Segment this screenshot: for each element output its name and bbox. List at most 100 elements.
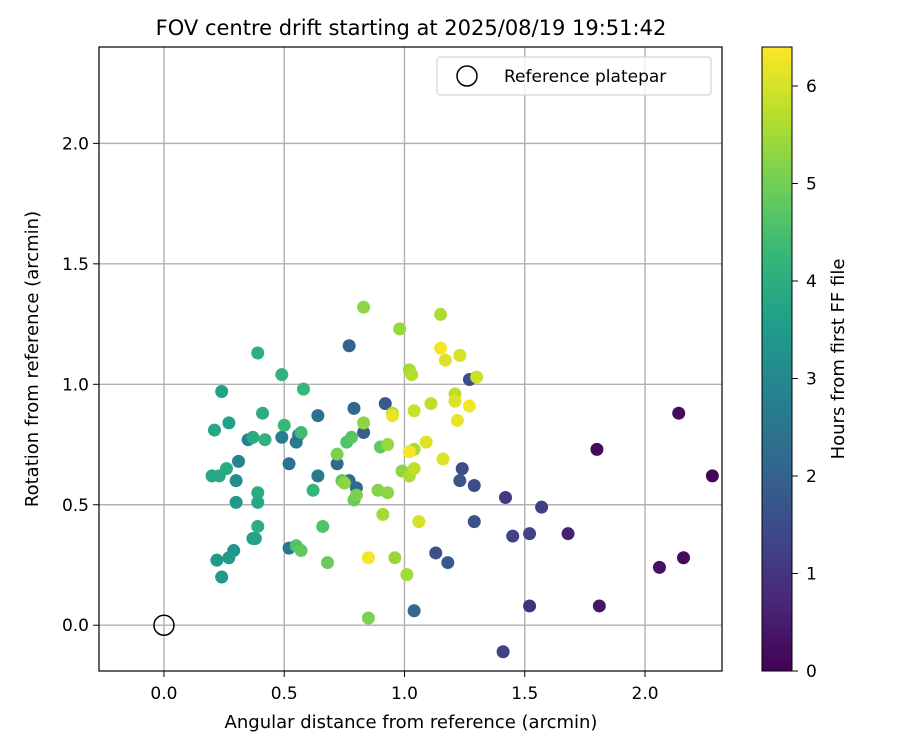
data-point bbox=[306, 483, 320, 497]
data-point bbox=[590, 442, 604, 456]
x-tick-label: 1.0 bbox=[391, 684, 418, 704]
data-point bbox=[467, 478, 481, 492]
data-point bbox=[470, 370, 484, 384]
data-point bbox=[215, 570, 229, 584]
data-point bbox=[652, 560, 666, 574]
data-point bbox=[523, 599, 537, 613]
data-point bbox=[448, 394, 462, 408]
colorbar-tick-label: 6 bbox=[806, 77, 817, 97]
data-point bbox=[258, 433, 272, 447]
data-point bbox=[337, 476, 351, 490]
plot-frame bbox=[98, 46, 723, 672]
colorbar-label: Hours from first FF file bbox=[828, 259, 849, 460]
data-point bbox=[222, 551, 236, 565]
data-point bbox=[705, 469, 719, 483]
data-point bbox=[251, 346, 265, 360]
data-point bbox=[434, 341, 448, 355]
data-point bbox=[499, 491, 513, 505]
y-tick-label: 1.5 bbox=[62, 255, 89, 275]
data-point bbox=[311, 469, 325, 483]
data-point bbox=[251, 519, 265, 533]
data-point bbox=[381, 438, 395, 452]
colorbar-tick-label: 3 bbox=[806, 370, 817, 390]
legend-reference-marker bbox=[456, 65, 478, 87]
colorbar-tick-label: 1 bbox=[806, 565, 817, 585]
data-point bbox=[316, 519, 330, 533]
y-axis-label: Rotation from reference (arcmin) bbox=[22, 211, 43, 507]
x-tick-label: 0.5 bbox=[271, 684, 298, 704]
chart-title: FOV centre drift starting at 2025/08/19 … bbox=[156, 16, 667, 40]
colorbar-tick-label: 0 bbox=[806, 662, 817, 682]
data-point bbox=[453, 348, 467, 362]
data-point bbox=[429, 546, 443, 560]
data-point bbox=[462, 399, 476, 413]
data-point bbox=[388, 551, 402, 565]
data-point bbox=[294, 425, 308, 439]
data-point bbox=[535, 500, 549, 514]
data-point bbox=[345, 430, 359, 444]
data-point bbox=[330, 447, 344, 461]
data-point bbox=[342, 339, 356, 353]
data-point bbox=[441, 556, 455, 570]
y-tick-label: 0.5 bbox=[62, 496, 89, 516]
x-axis-label: Angular distance from reference (arcmin) bbox=[225, 712, 598, 733]
x-axis-ticks: 0.0 0.5 1.0 1.5 2.0 bbox=[150, 671, 659, 704]
data-point bbox=[357, 425, 371, 439]
data-point bbox=[400, 568, 414, 582]
data-point bbox=[347, 401, 361, 415]
colorbar: 0 1 2 3 4 5 6 Hours from first FF file bbox=[761, 46, 849, 682]
data-point bbox=[215, 385, 229, 399]
data-point bbox=[393, 322, 407, 336]
data-point bbox=[275, 430, 289, 444]
data-point bbox=[592, 599, 606, 613]
legend-label-reference: Reference platepar bbox=[504, 67, 666, 87]
data-point bbox=[210, 553, 224, 567]
data-point bbox=[419, 435, 433, 449]
data-point bbox=[222, 416, 236, 430]
colorbar-tick-label: 2 bbox=[806, 467, 817, 487]
y-axis-ticks: 0.0 0.5 1.0 1.5 2.0 bbox=[62, 134, 99, 636]
grid-lines bbox=[99, 47, 722, 671]
data-point bbox=[450, 413, 464, 427]
legend-box bbox=[436, 56, 712, 96]
data-point bbox=[385, 409, 399, 423]
data-point bbox=[453, 474, 467, 488]
data-point bbox=[436, 452, 450, 466]
data-point bbox=[357, 300, 371, 314]
data-point bbox=[424, 397, 438, 411]
data-point bbox=[251, 495, 265, 509]
data-point bbox=[407, 404, 421, 418]
data-point bbox=[412, 515, 426, 529]
data-point bbox=[349, 488, 363, 502]
colorbar-tick-label: 4 bbox=[806, 272, 817, 292]
data-point bbox=[311, 409, 325, 423]
data-point bbox=[405, 368, 419, 382]
data-point bbox=[381, 486, 395, 500]
x-tick-label: 2.0 bbox=[632, 684, 659, 704]
data-point bbox=[256, 406, 270, 420]
data-point bbox=[361, 551, 375, 565]
data-point bbox=[672, 406, 686, 420]
data-point bbox=[251, 486, 265, 500]
data-point bbox=[402, 445, 416, 459]
data-point bbox=[277, 418, 291, 432]
data-point bbox=[677, 551, 691, 565]
data-point bbox=[561, 527, 575, 541]
data-point bbox=[282, 457, 296, 471]
legend: Reference platepar bbox=[436, 56, 712, 96]
data-point bbox=[229, 474, 243, 488]
data-point bbox=[455, 462, 469, 476]
data-point bbox=[232, 454, 246, 468]
data-point bbox=[294, 544, 308, 558]
data-point bbox=[246, 430, 260, 444]
data-point bbox=[467, 515, 481, 529]
data-point bbox=[506, 529, 520, 543]
reference-point bbox=[153, 614, 175, 636]
y-tick-label: 1.0 bbox=[62, 375, 89, 395]
data-point bbox=[321, 556, 335, 570]
colorbar-tick-label: 5 bbox=[806, 175, 817, 195]
data-point bbox=[357, 416, 371, 430]
reference-marker bbox=[153, 614, 175, 636]
data-point bbox=[523, 527, 537, 541]
